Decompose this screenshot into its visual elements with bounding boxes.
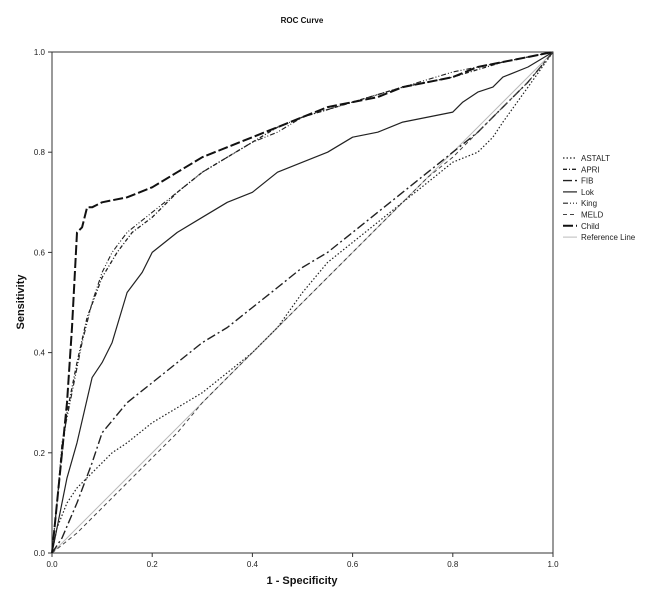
x-axis-ticks: 0.0 0.2 0.4 0.6 0.8 1.0 — [46, 553, 559, 569]
x-axis-title: 1 - Specificity — [267, 575, 339, 587]
chart-title: ROC Curve — [281, 16, 324, 25]
legend-label-child: Child — [581, 222, 599, 231]
legend: ASTALT APRI FIB Lok King MELD Child Reference L… — [563, 154, 636, 242]
y-tick-label: 0.4 — [34, 349, 46, 358]
x-tick-label: 0.0 — [46, 560, 58, 569]
y-tick-label: 0.2 — [34, 449, 46, 458]
legend-label-astalt: ASTALT — [581, 154, 610, 163]
legend-label-reference-line: Reference Line — [581, 233, 636, 242]
y-tick-label: 0.6 — [34, 248, 46, 257]
series-line-reference-line — [51, 51, 554, 554]
legend-label-apri: APRI — [581, 165, 600, 174]
legend-label-lok: Lok — [581, 188, 595, 197]
legend-label-fib: FIB — [581, 177, 593, 186]
x-tick-label: 0.8 — [447, 560, 459, 569]
x-tick-label: 0.2 — [147, 560, 159, 569]
x-tick-label: 0.4 — [247, 560, 259, 569]
series-layer — [51, 51, 554, 554]
plot-area-frame — [51, 51, 554, 554]
series-line-child — [51, 51, 554, 554]
series-line-astalt — [51, 51, 554, 554]
y-axis-title: Sensitivity — [15, 274, 27, 330]
legend-label-king: King — [581, 199, 597, 208]
y-tick-label: 0.0 — [34, 549, 46, 558]
y-tick-label: 0.8 — [34, 148, 46, 157]
legend-label-meld: MELD — [581, 211, 603, 220]
series-line-meld — [51, 51, 554, 554]
series-line-lok — [51, 51, 554, 554]
y-axis-ticks: 0.0 0.2 0.4 0.6 0.8 1.0 — [34, 48, 52, 558]
x-tick-label: 1.0 — [547, 560, 559, 569]
series-line-fib — [51, 51, 554, 554]
x-tick-label: 0.6 — [347, 560, 359, 569]
y-tick-label: 1.0 — [34, 48, 46, 57]
series-line-king — [51, 51, 554, 554]
